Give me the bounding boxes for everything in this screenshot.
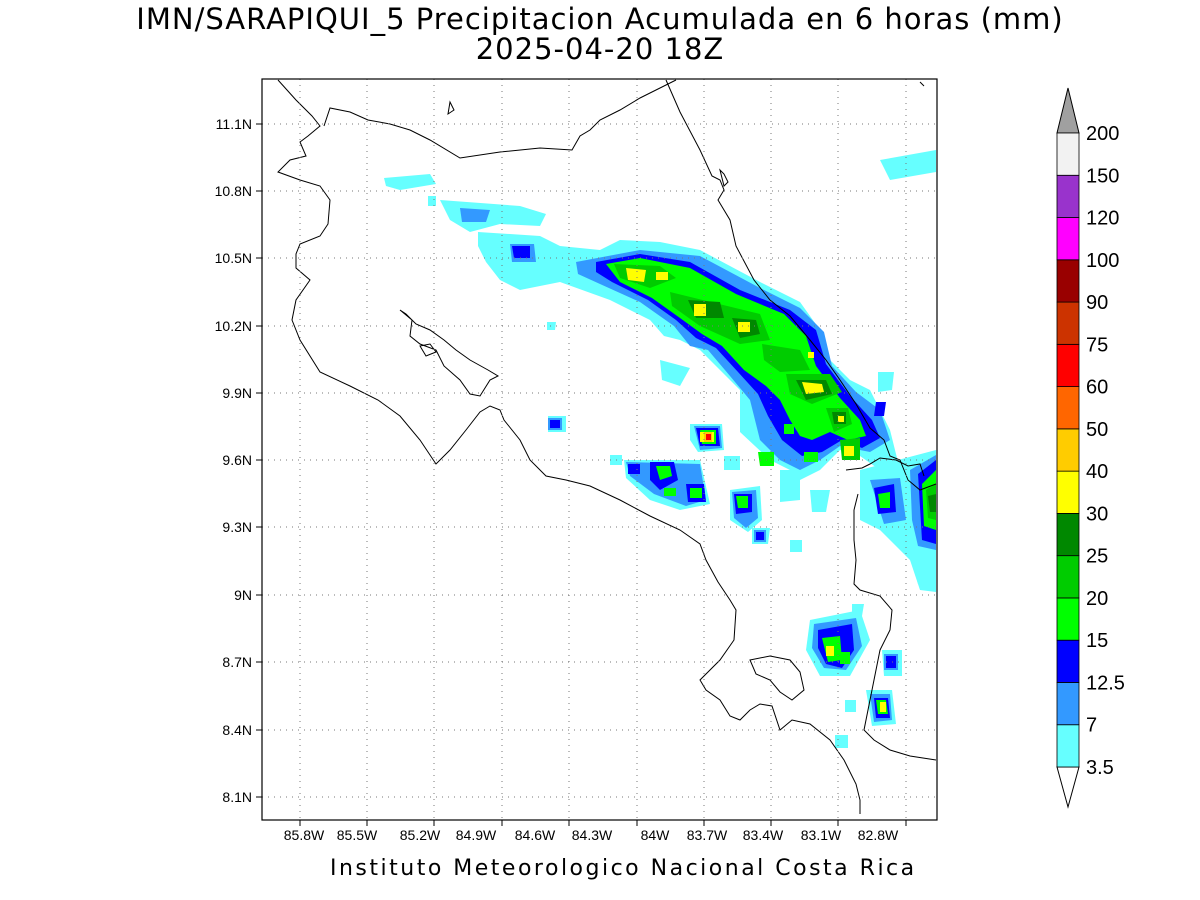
lat-label: 8.4N xyxy=(222,722,252,738)
legend-swatch xyxy=(1056,386,1080,430)
lat-label: 9.3N xyxy=(222,519,252,535)
legend-swatch xyxy=(1056,343,1080,388)
map-title: IMN/SARAPIQUI_5 Precipitacion Acumulada … xyxy=(136,2,1064,36)
legend-swatch xyxy=(1056,174,1080,218)
lat-label: 8.1N xyxy=(222,789,252,805)
legend-swatch xyxy=(1056,470,1080,514)
legend-swatch xyxy=(1056,217,1080,261)
legend-label: 200 xyxy=(1086,123,1119,145)
legend-swatch xyxy=(1056,555,1080,599)
legend-label: 30 xyxy=(1086,503,1108,525)
legend-label: 100 xyxy=(1086,250,1119,272)
legend-swatch xyxy=(1056,724,1080,768)
lat-label: 8.7N xyxy=(222,654,252,670)
lon-label: 83.4W xyxy=(743,827,784,843)
lon-label: 83.1W xyxy=(801,827,842,843)
legend-swatch xyxy=(1056,639,1080,683)
legend-swatch xyxy=(1056,682,1080,726)
lat-label: 10.2N xyxy=(215,318,252,334)
lon-label: 82.8W xyxy=(858,827,899,843)
legend-label: 120 xyxy=(1086,208,1119,230)
legend-label: 50 xyxy=(1086,419,1108,441)
legend-swatch xyxy=(1056,132,1080,176)
map-frame xyxy=(261,78,938,821)
lon-label: 84W xyxy=(641,827,671,843)
legend-swatch xyxy=(1056,597,1080,641)
lon-label: 85.8W xyxy=(284,827,325,843)
legend-lower-triangle xyxy=(1056,766,1080,809)
legend-swatch xyxy=(1056,301,1080,345)
lon-ticks xyxy=(299,820,907,826)
precipitation-field xyxy=(384,150,936,748)
legend-label: 40 xyxy=(1086,461,1108,483)
lat-label: 9.6N xyxy=(222,452,252,468)
color-legend: 3.5 7 12.5 15 20 25 30 40 50 60 75 90 100 120 150 200 xyxy=(1056,87,1125,809)
lat-label: 9.9N xyxy=(222,385,252,401)
lon-label: 84.9W xyxy=(456,827,497,843)
lon-label: 84.3W xyxy=(572,827,613,843)
legend-label: 3.5 xyxy=(1086,757,1114,779)
lat-label: 10.5N xyxy=(215,250,252,266)
legend-label: 75 xyxy=(1086,334,1108,356)
lat-label: 11.1N xyxy=(216,116,252,132)
legend-label: 60 xyxy=(1086,377,1108,399)
legend-label: 150 xyxy=(1086,165,1119,187)
legend-swatch xyxy=(1056,259,1080,303)
legend-label: 15 xyxy=(1086,630,1108,652)
footer-credit: Instituto Meteorologico Nacional Costa R… xyxy=(330,856,917,881)
legend-label: 12.5 xyxy=(1086,672,1125,694)
legend-label: 20 xyxy=(1086,588,1108,610)
legend-label: 90 xyxy=(1086,292,1108,314)
map-datetime: 2025-04-20 18Z xyxy=(475,32,725,66)
lon-label: 85.2W xyxy=(400,827,441,843)
lat-ticks xyxy=(256,123,262,798)
lon-label: 84.6W xyxy=(515,827,556,843)
legend-swatch xyxy=(1056,513,1080,557)
legend-label: 7 xyxy=(1086,715,1097,737)
lat-label: 10.8N xyxy=(215,183,252,199)
lon-label: 83.7W xyxy=(687,827,728,843)
legend-label: 25 xyxy=(1086,546,1108,568)
lon-label: 85.5W xyxy=(337,827,378,843)
legend-upper-triangle xyxy=(1056,87,1080,134)
lat-label: 9N xyxy=(234,587,252,603)
legend-swatch xyxy=(1056,428,1080,472)
